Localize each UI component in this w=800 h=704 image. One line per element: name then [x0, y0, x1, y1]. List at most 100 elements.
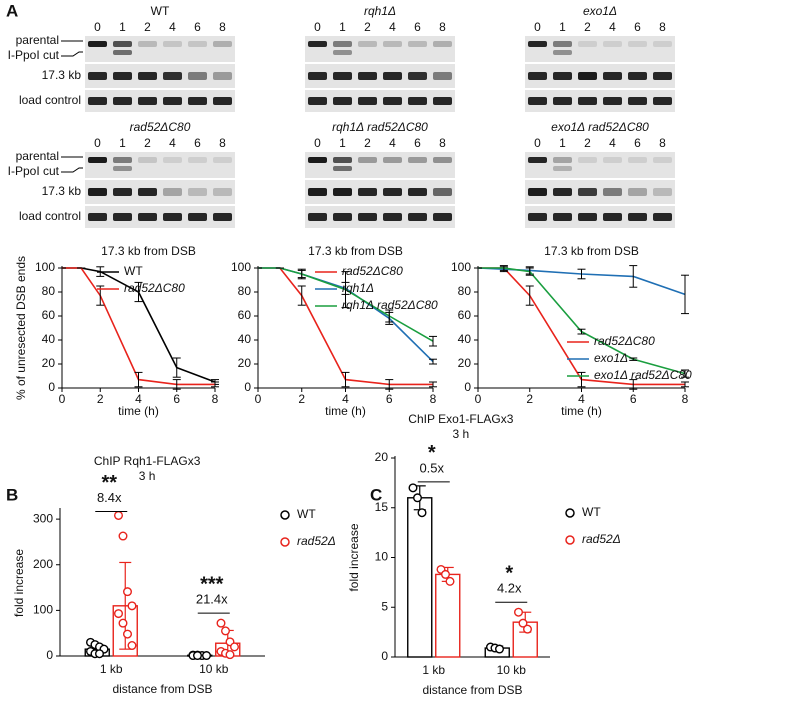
gel-band: [433, 213, 452, 221]
error-bar: [525, 267, 534, 276]
gel-band: [578, 188, 597, 196]
y-tick-label: 20: [458, 356, 472, 370]
significance: *: [428, 442, 436, 464]
x-tick-label: 4: [342, 392, 349, 406]
gel-strip: [305, 206, 455, 228]
error-bar: [341, 371, 350, 388]
x-tick-label: 6: [630, 392, 637, 406]
data-point: [495, 644, 505, 654]
gel-band: [333, 50, 352, 55]
error-bar: [429, 335, 437, 347]
lane-label: 6: [634, 136, 641, 150]
fold-label: 0.5x: [419, 460, 444, 475]
y-tick-label: 0: [464, 380, 471, 394]
legend-label: rqh1Δ: [342, 281, 374, 295]
lane-label: 8: [219, 136, 226, 150]
x-axis-label: time (h): [118, 404, 159, 418]
error-bar: [577, 268, 586, 280]
gel-band: [138, 213, 157, 221]
gel-strip: [525, 206, 675, 228]
lane-label: 8: [659, 136, 666, 150]
legend-label: exo1Δ: [594, 351, 628, 365]
legend-label: exo1Δ rad52ΔC80: [594, 368, 692, 382]
bar: [435, 573, 461, 658]
error-bar: [577, 371, 586, 388]
gel-band: [383, 72, 402, 80]
x-tick-label: 0: [59, 392, 66, 406]
legend-label: WT: [297, 507, 316, 521]
gel-band: [213, 157, 232, 163]
gel-title: rqh1Δ rad52ΔC80: [332, 120, 428, 134]
x-tick-label: 8: [212, 392, 219, 406]
x-tick-label: 10 kb: [497, 663, 527, 677]
y-tick-label: 20: [42, 356, 56, 370]
gel-strip: [305, 152, 455, 178]
error-bar: [499, 265, 508, 271]
error-bar: [681, 381, 689, 388]
gel-strip: [85, 152, 235, 178]
significance: **: [101, 472, 117, 494]
fold-label: 8.4x: [97, 490, 122, 505]
y-tick-label: 100: [33, 603, 53, 617]
gel-band: [553, 50, 572, 55]
gel-band: [113, 166, 132, 171]
gel-strip: [305, 180, 455, 204]
lane-label: 6: [194, 20, 201, 34]
gel-band: [433, 188, 452, 196]
y-tick-label: 0: [48, 380, 55, 394]
gel-band: [653, 97, 672, 105]
gel-band: [653, 213, 672, 221]
y-tick-label: 100: [231, 260, 251, 274]
chart-title: ChIP Rqh1-FLAGx3: [94, 454, 201, 468]
legend-label: rad52ΔC80: [342, 264, 403, 278]
x-tick-label: 6: [386, 392, 393, 406]
row-label: I-PpoI cut: [8, 48, 60, 62]
lane-label: 1: [559, 20, 566, 34]
legend-marker: [565, 508, 575, 518]
y-tick-label: 60: [42, 308, 56, 322]
gel-band: [213, 188, 232, 196]
y-tick-label: 10: [375, 550, 389, 564]
panel-label: B: [6, 485, 18, 504]
lane-label: 6: [194, 136, 201, 150]
gel-band: [188, 72, 207, 80]
data-point: [122, 629, 132, 639]
gel-band: [213, 72, 232, 80]
gel-band: [113, 157, 132, 163]
gel-title: WT: [151, 4, 170, 18]
legend-label: WT: [582, 505, 601, 519]
gel-strip: [85, 36, 235, 62]
gel-strip: [525, 152, 675, 178]
gel-band: [408, 213, 427, 221]
gel-band: [578, 41, 597, 47]
gel-band: [308, 41, 327, 47]
error-bar: [172, 357, 181, 378]
error-bar: [429, 381, 437, 388]
y-axis-label: fold increase: [347, 523, 361, 591]
gel-band: [383, 97, 402, 105]
gel-band: [553, 188, 572, 196]
error-bar: [341, 271, 350, 309]
x-tick-label: 1 kb: [100, 662, 123, 676]
gel-band: [213, 41, 232, 47]
gel-band: [383, 41, 402, 47]
chart-title: ChIP Exo1-FLAGx3: [408, 412, 513, 426]
data-point: [413, 493, 423, 503]
error-bar: [577, 328, 586, 335]
error-bar: [681, 369, 689, 378]
gel-band: [358, 188, 377, 196]
y-tick-label: 60: [238, 308, 252, 322]
gel-strip: [305, 90, 455, 112]
data-point: [220, 626, 230, 636]
gel-band: [163, 188, 182, 196]
gel-band: [88, 72, 107, 80]
error-bar: [297, 285, 306, 306]
gel-band: [578, 213, 597, 221]
gel-band: [553, 157, 572, 163]
gel-strip: [525, 90, 675, 112]
error-bar: [172, 379, 181, 390]
x-tick-label: 4: [135, 392, 142, 406]
gel-strip: [85, 180, 235, 204]
significance: *: [505, 563, 513, 585]
